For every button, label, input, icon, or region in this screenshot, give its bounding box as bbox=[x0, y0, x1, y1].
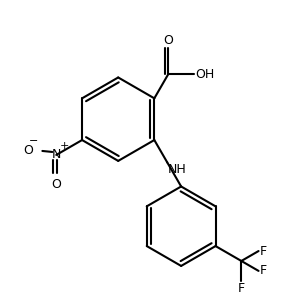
Text: OH: OH bbox=[195, 68, 214, 81]
Text: O: O bbox=[24, 145, 33, 157]
Text: F: F bbox=[260, 264, 267, 277]
Text: F: F bbox=[260, 245, 267, 257]
Text: O: O bbox=[163, 35, 173, 47]
Text: −: − bbox=[29, 136, 38, 146]
Text: F: F bbox=[238, 282, 245, 295]
Text: N: N bbox=[52, 148, 61, 162]
Text: NH: NH bbox=[168, 163, 187, 176]
Text: +: + bbox=[60, 141, 70, 151]
Text: O: O bbox=[51, 178, 61, 191]
